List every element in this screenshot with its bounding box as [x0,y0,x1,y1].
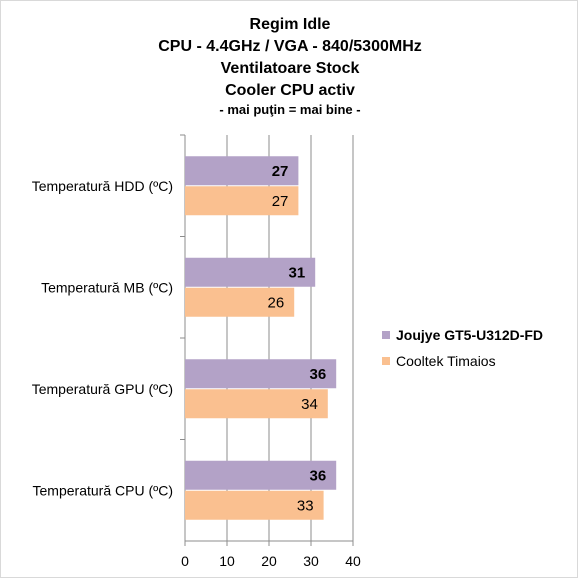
category-label: Temperatură CPU (ºC) [33,482,173,498]
bar [185,389,328,419]
plot-area: 0 10 20 30 40 Temperatură HDD (ºC) 27 27 Tempera… [32,134,361,569]
legend-label: Joujye GT5-U312D-FD [396,327,543,343]
bar [185,460,337,490]
data-label: 36 [310,467,327,484]
bar [185,186,299,216]
legend-label: Cooltek Timaios [396,353,496,369]
category-label: Temperatură HDD (ºC) [32,178,173,194]
legend-swatch [382,331,390,339]
data-label: 36 [310,366,327,383]
category-label: Temperatură MB (ºC) [41,279,173,295]
data-label: 26 [268,294,285,311]
x-tick-label: 30 [303,553,319,569]
legend: Joujye GT5-U312D-FD Cooltek Timaios [382,327,543,369]
data-label: 31 [289,264,306,281]
category-label: Temperatură GPU (ºC) [32,381,173,397]
bar [185,287,295,317]
bar [185,156,299,186]
data-label: 34 [301,396,318,413]
data-label: 33 [297,497,314,514]
x-tick-label: 10 [219,553,235,569]
chart-title-line-2: CPU - 4.4GHz / VGA - 840/5300MHz [158,38,422,55]
bar [185,257,316,287]
chart-subtitle: - mai puţin = mai bine - [219,102,360,117]
chart-title-line-4: Cooler CPU activ [225,82,355,99]
x-tick-label: 20 [261,553,277,569]
x-tick-label: 0 [181,553,189,569]
chart-title-line-1: Regim Idle [250,16,331,33]
bar [185,359,337,389]
data-label: 27 [272,193,289,210]
bar [185,490,324,520]
legend-swatch [382,357,390,365]
chart-title-line-3: Ventilatoare Stock [221,60,360,77]
x-tick-label: 40 [345,553,361,569]
data-label: 27 [272,163,289,180]
